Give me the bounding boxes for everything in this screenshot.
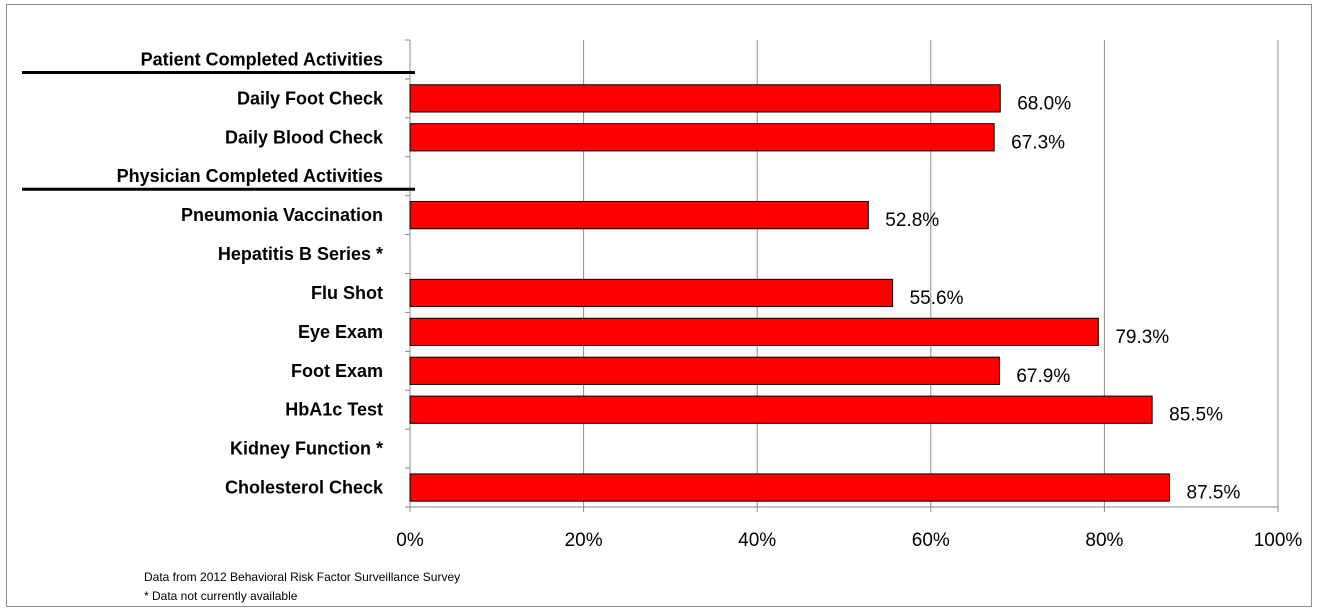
x-tick-label: 0% [396,530,424,551]
bar [409,278,894,308]
bar [409,395,1153,424]
data-label: 87.5% [1187,483,1241,504]
category-label: Flu Shot [311,283,383,303]
bar [409,123,995,152]
data-label: 67.9% [1016,366,1070,387]
unavailable-footnote: * Data not currently available [144,589,298,603]
category-label: Daily Foot Check [237,88,384,108]
bar [409,473,1170,502]
bar [409,356,1000,385]
x-tick-label: 80% [1085,530,1123,551]
category-label: Kidney Function * [230,439,383,459]
chart-frame [6,4,1312,607]
category-label: HbA1c Test [285,400,383,420]
bar [409,317,1099,346]
data-label: 55.6% [910,288,964,309]
x-tick-label: 100% [1254,530,1303,551]
source-footnote: Data from 2012 Behavioral Risk Factor Su… [144,570,461,584]
section-header-label: Physician Completed Activities [117,166,383,186]
data-label: 52.8% [885,210,939,231]
x-tick-label: 40% [738,530,776,551]
data-label: 79.3% [1115,327,1169,348]
section-header-label: Patient Completed Activities [141,49,383,69]
bar [409,84,1001,113]
category-label: Pneumonia Vaccination [181,205,383,225]
data-label: 68.0% [1017,93,1071,114]
x-tick-label: 60% [912,530,950,551]
category-label: Hepatitis B Series * [218,244,383,264]
category-label: Cholesterol Check [225,478,384,498]
x-tick-label: 20% [565,530,603,551]
data-label: 67.3% [1011,132,1065,153]
category-label: Daily Blood Check [225,127,384,147]
bar [409,201,869,230]
category-label: Foot Exam [291,361,383,381]
category-label: Eye Exam [298,322,383,342]
data-label: 85.5% [1169,405,1223,426]
